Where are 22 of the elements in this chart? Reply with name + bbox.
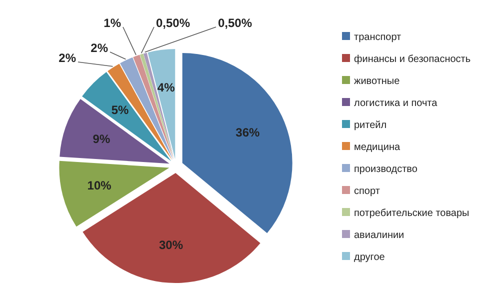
legend-label: спорт [354,186,380,197]
data-label: 0,50% [156,16,190,30]
data-label: 36% [236,125,260,140]
data-label: 5% [111,102,129,117]
data-label: 2% [58,51,76,65]
data-label: 4% [157,80,176,94]
data-label: 1% [104,16,122,30]
legend-label: ритейл [354,120,387,131]
legend-label: животные [354,76,400,87]
legend-label: другое [354,252,385,263]
data-label: 2% [90,41,108,55]
data-label: 30% [159,238,184,252]
legend-label: финансы и безопасность [354,54,471,65]
legend-label: потребительские товары [354,208,470,219]
legend-label: медицина [354,142,400,153]
data-label: 9% [92,132,110,146]
legend-label: логистика и почта [354,98,438,109]
data-label: 0,50% [218,16,252,30]
legend-label: транспорт [354,32,402,43]
data-label: 10% [87,178,112,193]
legend-label: авиалинии [354,230,404,241]
legend-label: производство [354,164,418,175]
